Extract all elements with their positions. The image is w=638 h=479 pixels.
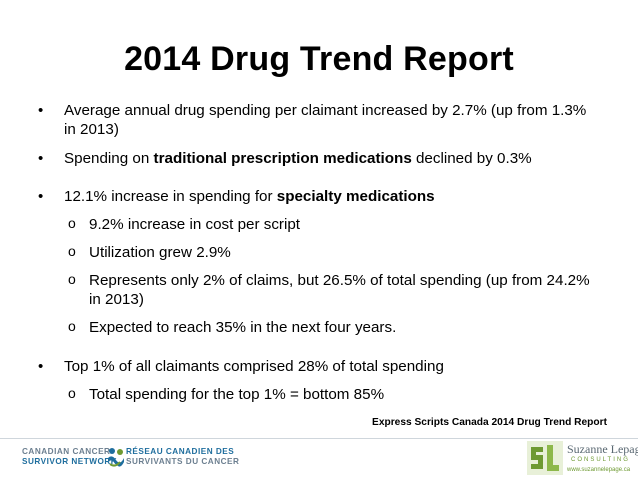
ccsn-logo: CANADIAN CANCER SURVIVOR NETWORK RÉSEAU … (22, 445, 362, 473)
bullet-list: Average annual drug spending per claiman… (36, 101, 596, 404)
bullet-item: Spending on traditional prescription med… (36, 149, 596, 168)
sub-bullet-item: Represents only 2% of claims, but 26.5% … (36, 270, 596, 309)
sub-bullet-item: Utilization grew 2.9% (36, 242, 596, 262)
sl-company-subtitle: CONSULTING (571, 457, 630, 463)
ccsn-english-name: CANADIAN CANCER SURVIVOR NETWORK (22, 447, 117, 467)
sub-bullet-text: Represents only 2% of claims, but 26.5% … (89, 272, 590, 308)
ccsn-fr-line1: RÉSEAU CANADIEN DES (126, 447, 235, 456)
sl-company-name: Suzanne Lepage (567, 442, 638, 456)
source-citation: Express Scripts Canada 2014 Drug Trend R… (372, 417, 607, 428)
slide-title: 2014 Drug Trend Report (124, 40, 514, 78)
bullet-text-bold: specialty medications (276, 188, 435, 205)
sub-bullet-item: Expected to reach 35% in the next four y… (36, 317, 596, 337)
bullet-item: Top 1% of all claimants comprised 28% of… (36, 357, 596, 376)
ccsn-fr-line2: SURVIVANTS DU CANCER (126, 457, 240, 466)
sub-bullet-text: Total spending for the top 1% = bottom 8… (89, 386, 385, 403)
bullet-text-bold: traditional prescription medications (153, 150, 412, 167)
bullet-item: 12.1% increase in spending for specialty… (36, 187, 596, 206)
bullet-text-prefix: 12.1% increase in spending for (64, 188, 277, 205)
sub-bullet-text: Expected to reach 35% in the next four y… (89, 319, 397, 336)
bullet-text: Average annual drug spending per claiman… (64, 102, 587, 138)
ccsn-en-line2: SURVIVOR NETWORK (22, 457, 118, 466)
footer-divider (0, 438, 638, 439)
ccsn-french-name: RÉSEAU CANADIEN DES SURVIVANTS DU CANCER (126, 447, 239, 467)
bullet-item: Average annual drug spending per claiman… (36, 101, 596, 139)
ccsn-emblem-icon (108, 448, 124, 467)
suzanne-lepage-logo: Suzanne Lepage CONSULTING www.suzannelep… (527, 441, 638, 477)
sub-bullet-text: Utilization grew 2.9% (89, 244, 231, 261)
sl-website-link[interactable]: www.suzannelepage.ca (567, 467, 631, 473)
bullet-text-prefix: Spending on (64, 150, 154, 167)
sl-monogram-icon (527, 441, 563, 475)
sub-bullet-item: Total spending for the top 1% = bottom 8… (36, 384, 596, 404)
bullet-text-suffix: declined by 0.3% (411, 150, 532, 167)
sub-bullet-text: 9.2% increase in cost per script (89, 216, 301, 233)
sub-bullet-item: 9.2% increase in cost per script (36, 214, 596, 234)
bullet-text: Top 1% of all claimants comprised 28% of… (64, 358, 444, 375)
ccsn-en-line1: CANADIAN CANCER (22, 447, 111, 456)
